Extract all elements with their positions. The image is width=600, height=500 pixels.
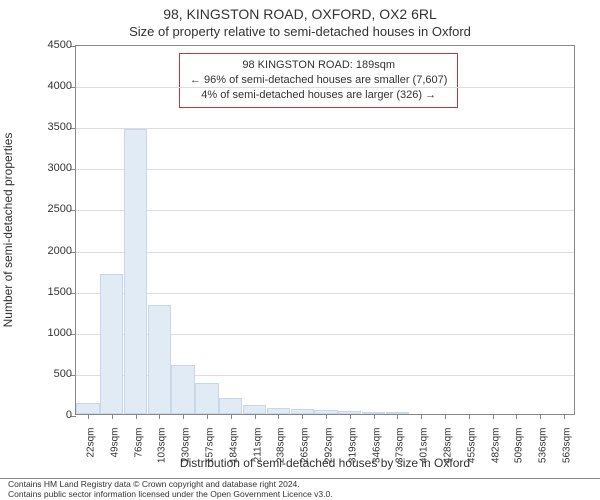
xtick-label: 292sqm bbox=[324, 428, 335, 464]
xtick-mark bbox=[278, 414, 279, 419]
xtick-mark bbox=[350, 414, 351, 419]
ytick-label: 3500 bbox=[32, 121, 72, 133]
histogram-bar bbox=[100, 274, 123, 414]
annotation-box: 98 KINGSTON ROAD: 189sqm ← 96% of semi-d… bbox=[179, 53, 458, 108]
xtick-label: 22sqm bbox=[85, 428, 96, 458]
xtick-label: 482sqm bbox=[490, 428, 501, 464]
xtick-mark bbox=[421, 414, 422, 419]
xtick-label: 455sqm bbox=[466, 428, 477, 464]
xtick-mark bbox=[445, 414, 446, 419]
xtick-mark bbox=[469, 414, 470, 419]
xtick-label: 49sqm bbox=[109, 428, 120, 458]
xtick-label: 319sqm bbox=[347, 428, 358, 464]
gridline bbox=[76, 128, 574, 129]
xtick-label: 373sqm bbox=[395, 428, 406, 464]
xtick-label: 211sqm bbox=[252, 428, 263, 463]
xtick-label: 563sqm bbox=[562, 428, 573, 464]
y-axis-label-wrapper: Number of semi-detached properties bbox=[0, 45, 16, 415]
chart-title-line2: Size of property relative to semi-detach… bbox=[0, 24, 600, 39]
xtick-label: 509sqm bbox=[514, 428, 525, 464]
gridline bbox=[76, 210, 574, 211]
xtick-mark bbox=[159, 414, 160, 419]
xtick-mark bbox=[302, 414, 303, 419]
footer: Contains HM Land Registry data © Crown c… bbox=[0, 478, 600, 500]
xtick-mark bbox=[88, 414, 89, 419]
histogram-bar bbox=[124, 129, 147, 414]
annotation-line2: ← 96% of semi-detached houses are smalle… bbox=[190, 73, 447, 88]
footer-line2: Contains public sector information licen… bbox=[8, 490, 592, 499]
ytick-label: 2000 bbox=[32, 245, 72, 257]
histogram-bar bbox=[171, 365, 194, 414]
xtick-label: 346sqm bbox=[371, 428, 382, 464]
histogram-bar bbox=[148, 305, 171, 414]
xtick-mark bbox=[183, 414, 184, 419]
xtick-label: 238sqm bbox=[276, 428, 287, 464]
histogram-bar bbox=[219, 398, 242, 414]
xtick-mark bbox=[516, 414, 517, 419]
page-root: 98, KINGSTON ROAD, OXFORD, OX2 6RL Size … bbox=[0, 0, 600, 500]
ytick-label: 0 bbox=[32, 409, 72, 421]
chart-title-line1: 98, KINGSTON ROAD, OXFORD, OX2 6RL bbox=[0, 6, 600, 22]
xtick-label: 76sqm bbox=[133, 428, 144, 458]
y-axis-label: Number of semi-detached properties bbox=[1, 45, 15, 415]
xtick-mark bbox=[207, 414, 208, 419]
ytick-label: 1000 bbox=[32, 327, 72, 339]
ytick-label: 2500 bbox=[32, 203, 72, 215]
gridline bbox=[76, 293, 574, 294]
chart-plot-area: 98 KINGSTON ROAD: 189sqm ← 96% of semi-d… bbox=[75, 45, 575, 415]
histogram-bar bbox=[76, 403, 99, 414]
annotation-line1: 98 KINGSTON ROAD: 189sqm bbox=[190, 58, 447, 73]
xtick-label: 103sqm bbox=[157, 428, 168, 464]
histogram-bar bbox=[243, 405, 266, 414]
xtick-mark bbox=[136, 414, 137, 419]
xtick-label: 130sqm bbox=[181, 428, 192, 464]
xtick-mark bbox=[326, 414, 327, 419]
histogram-bar bbox=[195, 383, 218, 414]
xtick-label: 401sqm bbox=[419, 428, 430, 464]
xtick-mark bbox=[231, 414, 232, 419]
xtick-mark bbox=[397, 414, 398, 419]
xtick-label: 428sqm bbox=[443, 428, 454, 464]
xtick-mark bbox=[374, 414, 375, 419]
ytick-label: 1500 bbox=[32, 286, 72, 298]
annotation-line3: 4% of semi-detached houses are larger (3… bbox=[190, 88, 447, 103]
xtick-mark bbox=[112, 414, 113, 419]
xtick-mark bbox=[255, 414, 256, 419]
xtick-label: 265sqm bbox=[300, 428, 311, 464]
xtick-mark bbox=[493, 414, 494, 419]
gridline bbox=[76, 169, 574, 170]
xtick-label: 536sqm bbox=[538, 428, 549, 464]
xtick-label: 184sqm bbox=[228, 428, 239, 464]
ytick-label: 4500 bbox=[32, 39, 72, 51]
gridline bbox=[76, 87, 574, 88]
gridline bbox=[76, 252, 574, 253]
xtick-mark bbox=[540, 414, 541, 419]
xtick-label: 157sqm bbox=[204, 428, 215, 464]
ytick-label: 3000 bbox=[32, 162, 72, 174]
xtick-mark bbox=[564, 414, 565, 419]
ytick-label: 500 bbox=[32, 368, 72, 380]
ytick-label: 4000 bbox=[32, 80, 72, 92]
